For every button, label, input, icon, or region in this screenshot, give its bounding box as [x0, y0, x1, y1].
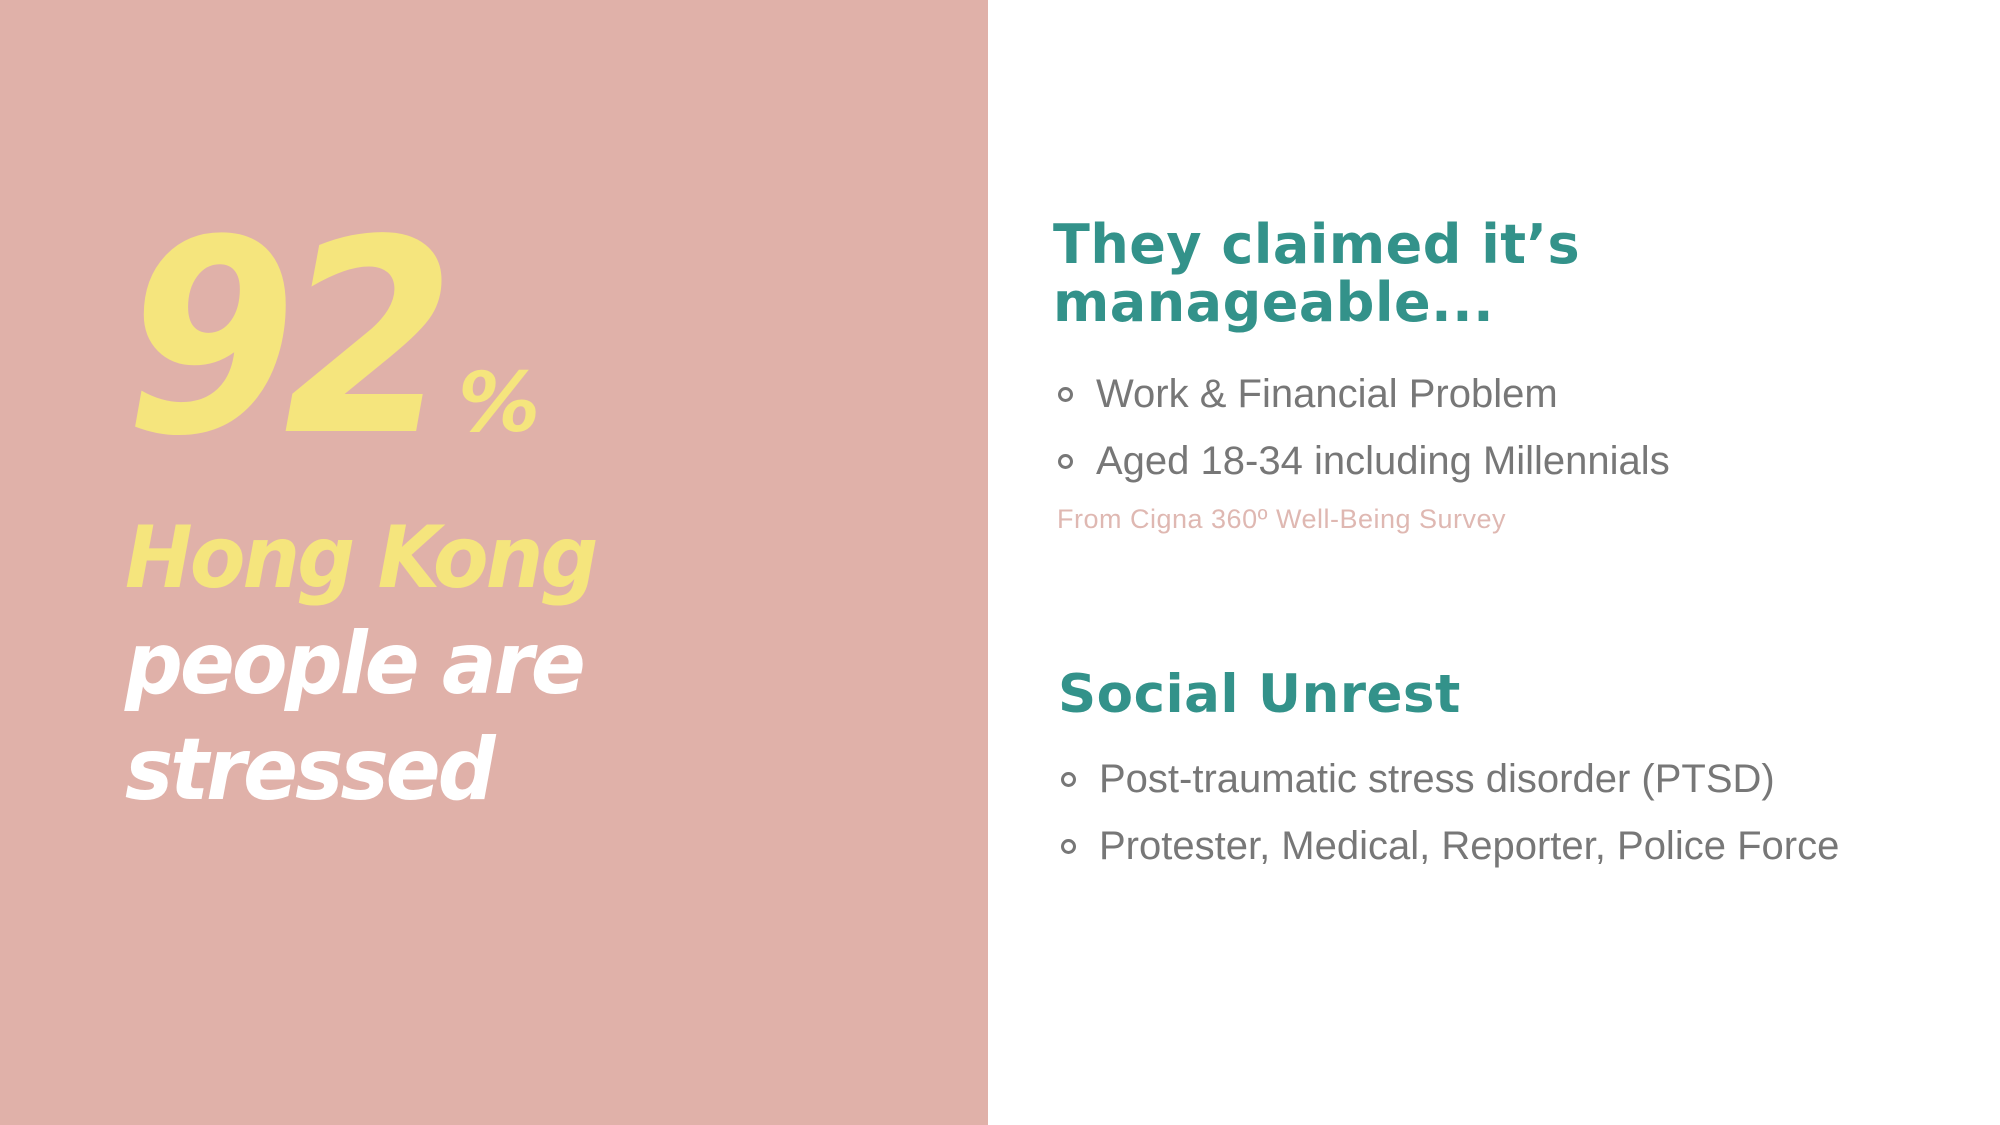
- list-item: Protester, Medical, Reporter, Police For…: [1061, 817, 1839, 884]
- left-panel: 92% Hong Kong people are stressed: [0, 0, 988, 1125]
- headline: Hong Kong people are stressed: [125, 505, 626, 823]
- circle-bullet-icon: [1061, 772, 1076, 787]
- list-item-text: Work & Financial Problem: [1096, 372, 1558, 416]
- stat-number: 92: [125, 183, 455, 495]
- section-title-claimed: They claimed it’s manageable...: [1053, 216, 1580, 332]
- source-note: From Cigna 360º Well-Being Survey: [1057, 504, 1507, 534]
- headline-line-2: people are: [125, 614, 586, 714]
- headline-line-3: stressed: [125, 720, 496, 820]
- list-item-text: Post-traumatic stress disorder (PTSD): [1099, 757, 1775, 801]
- section-title-social-unrest: Social Unrest: [1058, 664, 1461, 725]
- headline-highlight: Hong Kong: [125, 508, 598, 608]
- section-title-claimed-line-2: manageable...: [1053, 271, 1495, 334]
- section-title-claimed-line-1: They claimed it’s: [1053, 213, 1581, 276]
- stat-block: 92%: [125, 205, 540, 473]
- circle-bullet-icon: [1061, 839, 1076, 854]
- list-item: Post-traumatic stress disorder (PTSD): [1061, 750, 1839, 817]
- circle-bullet-icon: [1058, 387, 1073, 402]
- social-unrest-bullet-list: Post-traumatic stress disorder (PTSD) Pr…: [1061, 750, 1839, 884]
- list-item: Aged 18-34 including Millennials: [1058, 432, 1670, 499]
- stat-unit: %: [457, 356, 541, 451]
- circle-bullet-icon: [1058, 454, 1073, 469]
- list-item: Work & Financial Problem: [1058, 365, 1670, 432]
- list-item-text: Protester, Medical, Reporter, Police For…: [1099, 824, 1840, 868]
- claimed-bullet-list: Work & Financial Problem Aged 18-34 incl…: [1058, 365, 1670, 499]
- list-item-text: Aged 18-34 including Millennials: [1096, 439, 1670, 483]
